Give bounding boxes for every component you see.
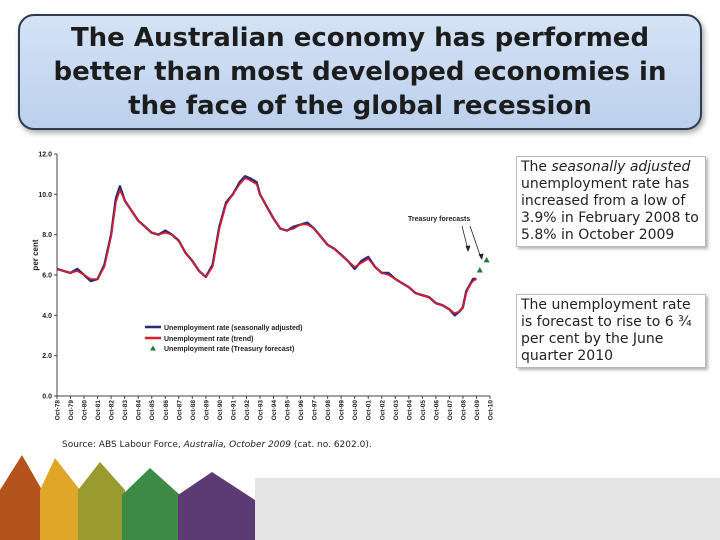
annotation-arrow-2 xyxy=(469,225,482,259)
y-axis-ticks: 0.0 2.0 4.0 6.0 8.0 10.0 12.0 xyxy=(38,152,57,401)
x-tick-label: Oct-96 xyxy=(298,400,305,421)
x-tick-label: Oct-84 xyxy=(136,400,143,421)
source-note: Source: ABS Labour Force, Australia, Oct… xyxy=(62,440,372,450)
legend-label-forecast: Unemployment rate (Treasury forecast) xyxy=(164,346,294,353)
note-1-text-b: unemployment rate has increased from a l… xyxy=(521,176,699,243)
y-tick-label: 12.0 xyxy=(38,152,52,159)
x-tick-label: Oct-87 xyxy=(176,400,183,421)
x-tick-label: Oct-90 xyxy=(217,400,224,421)
x-tick-label: Oct-01 xyxy=(366,400,373,421)
x-tick-label: Oct-08 xyxy=(460,400,467,421)
forecast-note: The unemployment rate is forecast to ris… xyxy=(516,294,706,368)
title-box: The Australian economy has performed bet… xyxy=(18,14,702,130)
footer-grey-band xyxy=(255,478,720,540)
footer-shape-olive xyxy=(78,462,125,540)
x-tick-label: Oct-93 xyxy=(257,400,264,421)
slide-title: The Australian economy has performed bet… xyxy=(53,23,667,121)
x-tick-label: Oct-10 xyxy=(488,400,495,421)
note-2-text: The unemployment rate is forecast to ris… xyxy=(521,297,692,364)
x-tick-label: Oct-85 xyxy=(149,400,156,421)
x-tick-label: Oct-91 xyxy=(230,400,237,421)
footer-shape-orange xyxy=(0,455,42,540)
footer-shape-gold xyxy=(40,458,80,540)
x-tick-label: Oct-95 xyxy=(285,400,292,421)
legend-swatch-forecast xyxy=(150,345,156,351)
annotation-arrowhead-1 xyxy=(465,245,471,252)
x-tick-label: Oct-94 xyxy=(271,400,278,421)
footer-decoration xyxy=(0,455,255,540)
forecast-point xyxy=(483,256,490,263)
footer-shape-purple xyxy=(178,472,255,540)
x-tick-label: Oct-79 xyxy=(68,400,75,421)
y-tick-label: 6.0 xyxy=(42,273,52,280)
x-tick-label: Oct-92 xyxy=(244,400,251,421)
x-tick-label: Oct-80 xyxy=(82,400,89,421)
footer-shape-green xyxy=(122,468,180,540)
y-tick-label: 8.0 xyxy=(42,232,52,239)
legend-label-trend: Unemployment rate (trend) xyxy=(164,336,253,343)
series-seasonally-adjusted xyxy=(56,174,477,317)
x-tick-label: Oct-03 xyxy=(393,400,400,421)
annotation-arrowhead-2 xyxy=(478,253,484,260)
seasonally-adjusted-note: The seasonally adjusted unemployment rat… xyxy=(516,156,706,247)
forecast-point xyxy=(476,266,483,273)
x-tick-label: Oct-83 xyxy=(122,400,129,421)
x-tick-label: Oct-86 xyxy=(163,400,170,421)
source-prefix: Source: ABS Labour Force, xyxy=(62,440,184,450)
x-tick-label: Oct-98 xyxy=(325,400,332,421)
x-tick-label: Oct-97 xyxy=(312,400,319,421)
chart-series xyxy=(56,174,490,317)
legend: Unemployment rate (seasonally adjusted) … xyxy=(145,325,302,353)
x-tick-label: Oct-78 xyxy=(55,400,62,421)
x-tick-label: Oct-99 xyxy=(339,400,346,421)
unemployment-chart: 0.02.04.06.08.010.012.0 Oct-78 Oct-79 Oct-… xyxy=(31,152,495,421)
x-tick-label: Oct-89 xyxy=(203,400,210,421)
source-publication: Australia, October 2009 xyxy=(183,440,291,450)
y-tick-label: 0.0 xyxy=(42,394,52,401)
x-tick-label: Oct-04 xyxy=(406,400,413,421)
y-tick-label: 2.0 xyxy=(42,353,52,360)
x-tick-label: Oct-05 xyxy=(420,400,427,421)
y-axis-label: per cent xyxy=(31,239,40,270)
note-1-emphasis: seasonally adjusted xyxy=(551,159,691,175)
treasury-forecasts-annotation: Treasury forecasts xyxy=(408,216,470,223)
y-tick-label: 4.0 xyxy=(42,313,52,320)
x-tick-label: Oct-07 xyxy=(447,400,454,421)
series-trend xyxy=(56,177,477,315)
x-tick-label: Oct-06 xyxy=(433,400,440,421)
legend-label-seasonally-adjusted: Unemployment rate (seasonally adjusted) xyxy=(164,325,302,332)
x-tick-label: Oct-00 xyxy=(352,400,359,421)
x-tick-label: Oct-02 xyxy=(379,400,386,421)
note-1-text-a: The xyxy=(521,159,552,175)
x-tick-label: Oct-09 xyxy=(474,400,481,421)
x-tick-label: Oct-81 xyxy=(95,400,102,421)
source-suffix: (cat. no. 6202.0). xyxy=(290,440,372,450)
x-tick-label: Oct-88 xyxy=(190,400,197,421)
x-axis-ticks: Oct-78 Oct-79 Oct-80 Oct-81 Oct-82 Oct-83 Oct-… xyxy=(55,396,495,420)
y-tick-label: 10.0 xyxy=(38,192,52,199)
x-tick-label: Oct-82 xyxy=(109,400,116,421)
